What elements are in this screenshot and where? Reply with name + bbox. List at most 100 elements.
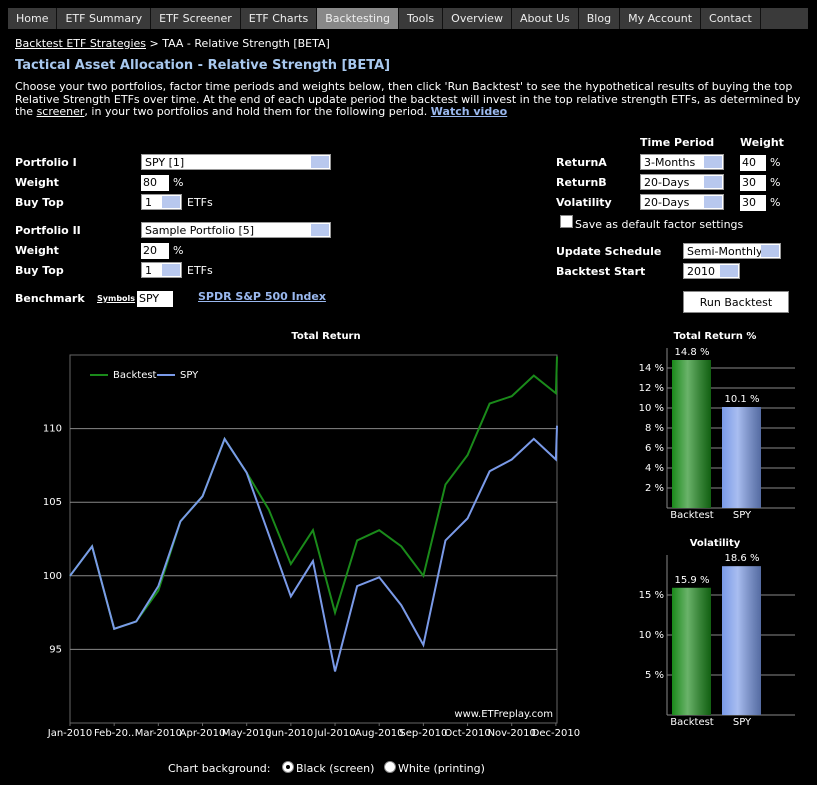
y-tick-label: 5 % (645, 670, 664, 681)
breadcrumb: Backtest ETF Strategies > TAA - Relative… (15, 37, 330, 50)
nav-item[interactable]: ETF Charts (241, 8, 318, 29)
intro: Choose your two portfolios, factor time … (15, 80, 805, 119)
x-tick-label: Oct-2010 (444, 728, 490, 739)
portfolio-label: Portfolio II (15, 224, 81, 237)
x-tick-label: Nov-2010 (488, 728, 536, 739)
x-tick-label: Jun-2010 (268, 728, 314, 739)
factor-weight[interactable]: 30 (740, 175, 766, 191)
period-select[interactable]: 20-Days (640, 194, 724, 210)
chart-title: Total Return (291, 331, 360, 342)
etfs: ETFs (187, 264, 213, 277)
nav-item[interactable]: Tools (399, 8, 444, 29)
y-tick-label: 105 (43, 497, 62, 508)
factor-header: Weight (740, 136, 784, 149)
buy-label: Buy Top (15, 196, 64, 209)
factor-label: Volatility (556, 196, 612, 209)
chart-title: Volatility (690, 538, 741, 549)
buy-label: Buy Top (15, 264, 64, 277)
nav-item[interactable]: ETF Summary (57, 8, 152, 29)
video-link[interactable]: Watch video (430, 105, 508, 118)
x-tick-label: Jan-2010 (47, 728, 92, 739)
radio[interactable] (384, 761, 396, 773)
nav-item[interactable]: My Account (620, 8, 702, 29)
y-tick-label: 15 % (639, 590, 664, 601)
y-tick-label: 6 % (645, 443, 664, 454)
nav-item[interactable]: ETF Screener (151, 8, 241, 29)
factor-weight[interactable]: 40 (740, 155, 766, 171)
plot-frame (69, 354, 558, 724)
y-tick-label: 4 % (645, 463, 664, 474)
period-select[interactable]: 20-Days (640, 174, 724, 190)
nav-item[interactable]: Backtesting (317, 8, 400, 29)
weight-label: Weight (15, 176, 59, 189)
intro-text: , in your two portfolios and hold them f… (84, 105, 428, 118)
checkbox[interactable] (560, 215, 573, 228)
x-tick-label: Sep-2010 (399, 728, 447, 739)
x-tick-label: Feb-20.. (94, 728, 134, 739)
x-tick-label: Apr-2010 (180, 728, 226, 739)
x-tick-label: Jul-2010 (313, 728, 355, 739)
value-label: 14.8 % (675, 347, 710, 358)
legend-label: Backtest (113, 370, 157, 381)
factor-header: Time Period (640, 136, 715, 149)
x-tick-label: Aug-2010 (355, 728, 404, 739)
factor-label: ReturnA (556, 156, 607, 169)
weight-input[interactable]: 20 (141, 243, 169, 259)
footer-label: Chart background: (168, 762, 271, 775)
symbols-link[interactable]: Symbols (97, 294, 136, 303)
nav-item[interactable]: Contact (701, 8, 761, 29)
y-tick-label: 10 % (639, 630, 664, 641)
period-select[interactable]: 3-Months (640, 154, 724, 170)
buy-select[interactable]: 1 (141, 262, 182, 278)
x-tick-label: Dec-2010 (532, 728, 580, 739)
breadcrumb-text: > TAA - Relative Strength [BETA] (149, 37, 330, 50)
radio-label: Black (screen) (296, 762, 375, 775)
screener-link[interactable]: screener (36, 105, 85, 118)
pct: % (173, 176, 184, 189)
category-label: SPY (733, 717, 752, 728)
factor-label: ReturnB (556, 176, 607, 189)
weight-input[interactable]: 80 (141, 175, 169, 191)
radio-label: White (printing) (398, 762, 485, 775)
category-label: Backtest (670, 510, 714, 521)
start-select[interactable]: 2010 (683, 263, 740, 279)
bar-shine (722, 566, 761, 715)
y-tick-label: 100 (43, 571, 62, 582)
factor-weight[interactable]: 30 (740, 195, 766, 211)
schedule-select[interactable]: Semi-Monthly (683, 243, 781, 259)
benchmark-input[interactable]: SPY (137, 291, 173, 307)
pct: % (173, 244, 184, 257)
portfolio-select[interactable]: SPY [1] (141, 154, 331, 170)
buy-select[interactable]: 1 (141, 194, 182, 210)
bar-shine (672, 587, 711, 715)
x-tick-label: Mar-2010 (135, 728, 182, 739)
benchmark-link[interactable]: SPDR S&P 500 Index (198, 290, 326, 303)
etfs: ETFs (187, 196, 213, 209)
portfolio-select[interactable]: Sample Portfolio [5] (141, 222, 331, 238)
bar-shine (672, 360, 711, 508)
nav-item[interactable]: Overview (443, 8, 512, 29)
series-line (69, 356, 558, 631)
watermark: www.ETFreplay.com (454, 709, 553, 720)
save-default-label: Save as default factor settings (575, 218, 744, 231)
schedule-label: Update Schedule (556, 245, 662, 258)
nav-item[interactable]: Blog (579, 8, 621, 29)
weight-label: Weight (15, 244, 59, 257)
legend-label: SPY (180, 370, 199, 381)
radio-dot[interactable] (286, 765, 290, 769)
run-button[interactable]: Run Backtest (683, 291, 789, 313)
breadcrumb-link[interactable]: Backtest ETF Strategies (15, 37, 146, 50)
pct: % (770, 176, 781, 189)
nav-item[interactable]: About Us (512, 8, 579, 29)
y-tick-label: 8 % (645, 423, 664, 434)
page-title: Tactical Asset Allocation - Relative Str… (15, 58, 391, 73)
value-label: 18.6 % (725, 553, 760, 564)
pct: % (770, 196, 781, 209)
category-label: Backtest (670, 717, 714, 728)
value-label: 10.1 % (725, 394, 760, 405)
benchmark-label: Benchmark (15, 292, 85, 305)
nav-item[interactable]: Home (8, 8, 58, 29)
bar-shine (722, 407, 761, 508)
